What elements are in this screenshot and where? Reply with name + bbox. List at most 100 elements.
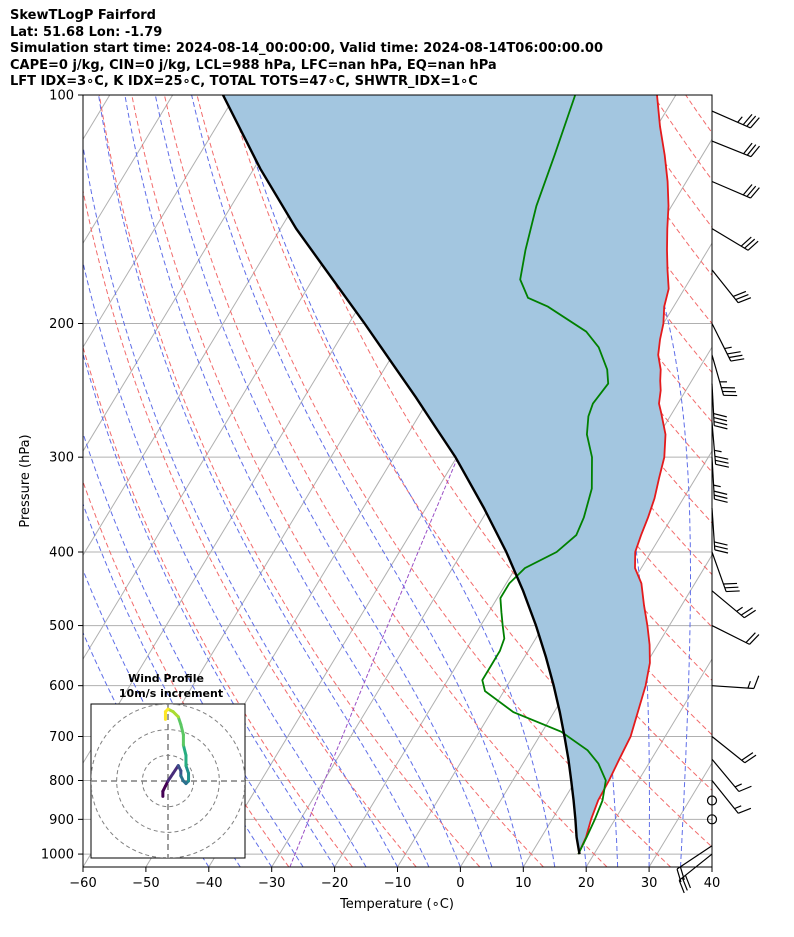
barb-shaft: [711, 323, 732, 362]
barb-flag: [681, 877, 688, 891]
chart-title: SkewTLogP Fairford: [10, 8, 156, 23]
wind-barb: [711, 507, 729, 554]
barb-flag: [727, 351, 741, 355]
wind-barb: [711, 354, 738, 397]
isotherm-20: [585, 658, 712, 867]
barb-flag: [713, 420, 728, 426]
barb-flag: [733, 290, 747, 298]
y-tick-label: 700: [49, 730, 74, 745]
isotherm-50: [775, 95, 794, 867]
location-line: Lat: 51.68 Lon: -1.79: [10, 24, 163, 40]
barb-flag: [743, 609, 756, 619]
barb-flag: [679, 866, 685, 881]
barb-flag: [746, 144, 757, 156]
barb-half: [713, 484, 721, 488]
barb-shaft: [711, 354, 725, 396]
isotherm-0: [459, 450, 712, 867]
wind-barb: [676, 845, 713, 883]
moist-adiabat: [154, 95, 493, 867]
wind-barb: [711, 551, 740, 593]
wind-barbs: [676, 110, 761, 894]
x-tick-label: −40: [195, 876, 222, 891]
x-axis-label: Temperature (∘C): [339, 897, 454, 912]
barb-flag: [715, 459, 729, 464]
barb-shaft: [711, 551, 727, 592]
barb-half: [714, 449, 722, 453]
barb-flag: [714, 549, 729, 554]
barb-shaft: [711, 590, 745, 619]
x-tick-label: −60: [69, 876, 96, 891]
dry-adiabat: [261, 95, 712, 791]
parcel-line: [221, 95, 581, 855]
x-tick-label: −20: [321, 876, 348, 891]
wind-barb: [711, 323, 745, 362]
indices-line: LFT IDX=3∘C, K IDX=25∘C, TOTAL TOTS=47∘C…: [10, 74, 478, 90]
isotherm--100: [83, 95, 299, 453]
wind-barb: [711, 422, 730, 468]
barb-flag: [714, 455, 729, 460]
barb-flag: [726, 590, 740, 593]
barb-shaft: [711, 758, 740, 792]
hodograph-segment: [166, 771, 175, 783]
x-tick-label: −50: [132, 876, 159, 891]
barb-flag: [730, 358, 745, 362]
barb-flag: [723, 582, 738, 585]
y-tick-label: 500: [49, 619, 74, 634]
barb-flag: [714, 545, 728, 550]
axes: −60 −50 −40 −30 −20 −10 0 10 20 30 40 1000 900 800 700…: [41, 89, 720, 892]
moist-adiabat: [83, 568, 241, 867]
y-tick-label: 800: [49, 774, 74, 789]
hodograph-segment: [181, 743, 188, 757]
barb-shaft: [711, 180, 751, 199]
barb-flag: [714, 498, 728, 503]
cape-line: CAPE=0 j/kg, CIN=0 j/kg, LCL=988 hPa, LF…: [10, 57, 497, 73]
wind-barb: [711, 110, 760, 129]
cape-cin-shading: [223, 95, 669, 855]
barb-flag: [713, 416, 728, 422]
barb-flag: [749, 634, 760, 645]
barb-flag: [728, 354, 743, 359]
x-tick-label: −30: [258, 876, 285, 891]
barb-flag: [750, 145, 761, 158]
dry-adiabat: [587, 95, 712, 277]
dry-adiabat: [83, 345, 353, 867]
barb-shaft: [711, 422, 717, 465]
barb-flag: [740, 607, 753, 616]
y-tick-label: 200: [49, 317, 74, 332]
barb-flag: [724, 586, 739, 589]
barb-flag: [740, 236, 752, 247]
y-tick-label: 100: [49, 89, 74, 104]
barb-shaft: [711, 780, 739, 814]
barb-shaft: [676, 845, 713, 870]
wind-barb: [711, 383, 728, 430]
wind-barb: [711, 736, 757, 764]
moist-adiabat: [98, 95, 430, 867]
wind-barb: [711, 140, 761, 158]
barb-flag: [750, 187, 760, 199]
barb-flag: [744, 754, 757, 764]
moist-adiabat: [191, 95, 524, 867]
barb-shaft: [711, 736, 746, 764]
barb-flag: [713, 412, 727, 418]
barb-flag: [735, 294, 749, 301]
dry-adiabat: [98, 95, 481, 867]
dry-adiabat: [131, 95, 544, 867]
y-tick-label: 400: [49, 546, 74, 561]
barb-flag: [742, 184, 753, 196]
moist-adiabat: [235, 95, 556, 867]
hodograph-title: Wind Profile: [128, 672, 204, 685]
barb-half: [734, 805, 742, 810]
barb-shaft: [711, 269, 739, 304]
barb-flag: [747, 240, 759, 251]
barb-shaft: [711, 228, 749, 251]
barb-half: [736, 606, 743, 612]
x-tick-label: 0: [456, 876, 464, 891]
y-axis-label: Pressure (hPa): [18, 434, 33, 527]
isotherm--110: [83, 95, 236, 349]
y-tick-label: 1000: [41, 848, 74, 863]
isotherm--120: [83, 95, 174, 245]
wind-barb: [711, 590, 756, 619]
y-tick-label: 300: [49, 451, 74, 466]
barb-flag: [738, 297, 752, 304]
dry-adiabat: [163, 95, 608, 867]
